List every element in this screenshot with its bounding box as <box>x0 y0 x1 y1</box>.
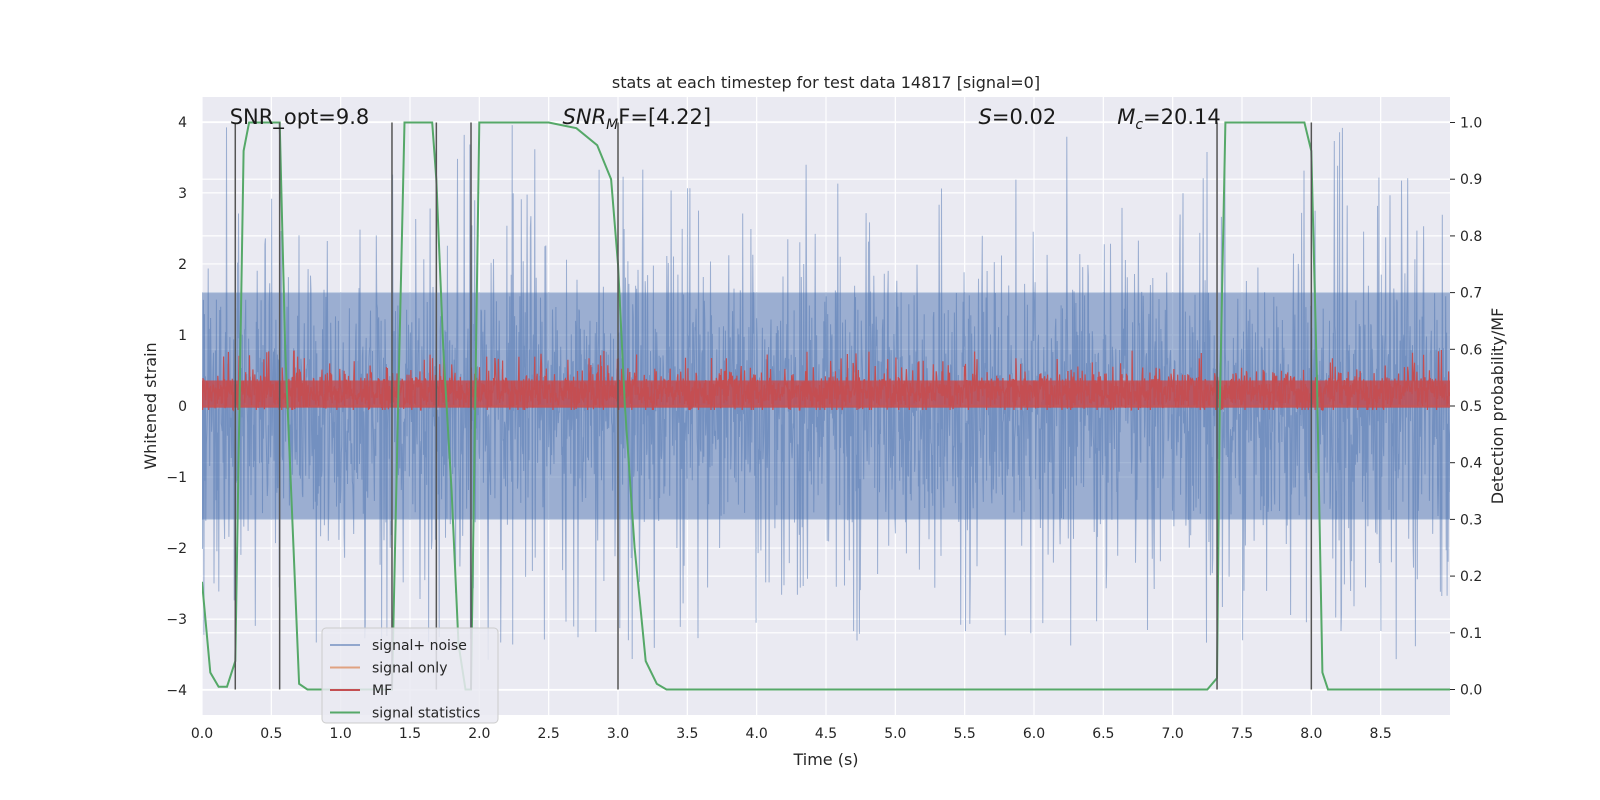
x-tick-label: 6.0 <box>1023 726 1045 742</box>
x-tick-label: 5.5 <box>954 726 976 742</box>
x-axis-label: Time (s) <box>792 750 858 769</box>
x-tick-label: 3.0 <box>607 726 629 742</box>
legend: signal+ noise signal only MF signal statist… <box>321 627 499 724</box>
y-left-tick-labels: 4 3 2 1 0 −1 −2 −3 −4 <box>166 115 187 699</box>
y-right-tick-label: 0.3 <box>1460 512 1482 528</box>
x-tick-label: 3.5 <box>676 726 698 742</box>
y-left-tick-label: −4 <box>166 683 187 699</box>
x-tick-label: 8.5 <box>1370 726 1392 742</box>
y-right-tick-label: 0.7 <box>1460 286 1482 302</box>
chart-title: stats at each timestep for test data 148… <box>612 73 1040 92</box>
series-mf <box>202 349 1450 412</box>
x-tick-label: 1.0 <box>330 726 352 742</box>
y-right-tick-label: 0.8 <box>1460 229 1482 245</box>
x-tick-label: 7.5 <box>1231 726 1253 742</box>
y-right-tick-label: 0.4 <box>1460 456 1482 472</box>
annotation: SNRMF=[4.22] <box>563 105 712 133</box>
y-right-tick-label: 0.5 <box>1460 399 1482 415</box>
y-left-tick-label: 4 <box>178 115 187 131</box>
legend-box <box>321 627 499 724</box>
x-tick-label: 4.5 <box>815 726 837 742</box>
y-left-axis-label: Whitened strain <box>141 342 160 469</box>
legend-label: signal+ noise <box>372 638 467 654</box>
y-right-tick-labels: 1.0 0.9 0.8 0.7 0.6 0.5 0.4 0.3 0.2 0.1 0.0 <box>1450 116 1482 698</box>
x-tick-label: 8.0 <box>1300 726 1322 742</box>
x-tick-label: 2.5 <box>538 726 560 742</box>
legend-label: signal only <box>372 661 447 677</box>
x-tick-label: 5.0 <box>884 726 906 742</box>
x-tick-label: 0.0 <box>191 726 213 742</box>
y-right-tick-label: 0.9 <box>1460 172 1482 188</box>
annotation: SNR_opt=9.8 <box>230 105 370 130</box>
series-signal-statistics <box>202 121 1450 691</box>
y-left-tick-label: 2 <box>178 257 187 273</box>
x-tick-labels: 0.0 0.5 1.0 1.5 2.0 2.5 3.0 3.5 4.0 4.5 5.0 5.5 6.0 6… <box>191 726 1392 742</box>
vertical-lines <box>234 122 1313 690</box>
y-right-tick-label: 0.2 <box>1460 569 1482 585</box>
y-left-tick-label: −2 <box>166 541 187 557</box>
legend-label: signal statistics <box>372 706 480 722</box>
y-left-tick-label: 1 <box>178 328 187 344</box>
x-tick-label: 4.0 <box>746 726 768 742</box>
y-left-tick-label: 3 <box>178 186 187 202</box>
legend-label: MF <box>372 683 392 699</box>
y-right-tick-label: 0.0 <box>1460 682 1482 698</box>
x-tick-label: 1.5 <box>399 726 421 742</box>
y-left-tick-label: −3 <box>166 612 187 628</box>
x-tick-label: 0.5 <box>260 726 282 742</box>
y-right-tick-label: 0.6 <box>1460 342 1482 358</box>
y-right-tick-label: 0.1 <box>1460 626 1482 642</box>
annotations: SNR_opt=9.8 SNRMF=[4.22] S=0.02 Mc=20.14 <box>230 105 1221 133</box>
annotation: S=0.02 <box>979 105 1057 129</box>
series-layer <box>202 121 1450 691</box>
y-left-tick-label: 0 <box>178 399 187 415</box>
annotation: Mc=20.14 <box>1117 105 1221 133</box>
x-tick-label: 6.5 <box>1092 726 1114 742</box>
y-right-axis-label: Detection probability/MF <box>1488 308 1507 505</box>
x-tick-label: 7.0 <box>1162 726 1184 742</box>
y-left-tick-label: −1 <box>166 470 187 486</box>
x-tick-label: 2.0 <box>468 726 490 742</box>
y-right-tick-label: 1.0 <box>1460 116 1482 132</box>
